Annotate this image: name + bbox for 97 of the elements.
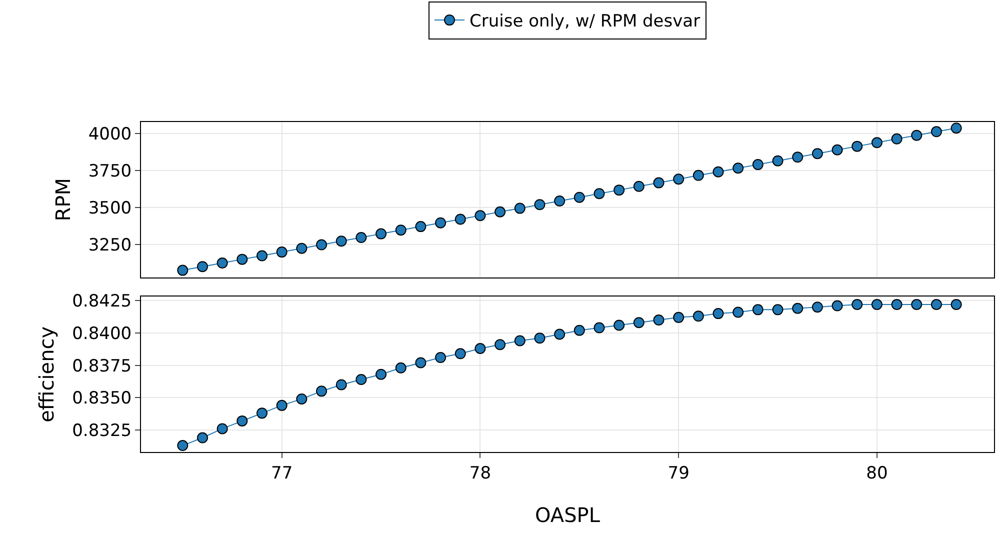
point — [852, 298, 863, 310]
point — [772, 304, 784, 316]
point — [494, 206, 506, 218]
point — [614, 320, 625, 331]
point — [930, 298, 942, 310]
point — [316, 239, 328, 250]
point — [435, 352, 446, 364]
point — [474, 342, 486, 354]
point — [614, 184, 625, 196]
point — [752, 159, 764, 170]
point — [574, 324, 585, 336]
point — [177, 440, 188, 452]
point — [752, 304, 764, 316]
point — [692, 170, 704, 181]
y-tick-label: 0.8325 — [72, 420, 132, 441]
point — [216, 258, 228, 269]
point — [356, 232, 367, 244]
point — [891, 133, 902, 144]
point — [554, 328, 566, 340]
point — [296, 242, 308, 254]
point — [514, 335, 526, 346]
point — [534, 199, 546, 210]
y-tick-label: 0.8375 — [72, 356, 132, 376]
point — [177, 264, 188, 276]
point — [911, 298, 922, 310]
point — [197, 432, 208, 444]
point — [712, 166, 724, 178]
point — [950, 122, 962, 134]
point — [415, 357, 426, 368]
y-axis-title: efficiency — [34, 326, 59, 422]
point — [376, 368, 387, 380]
point — [792, 302, 804, 314]
y-axis-title: RPM — [50, 178, 75, 222]
point — [653, 177, 664, 188]
x-tick-label: 79 — [668, 463, 690, 484]
point — [871, 137, 882, 148]
point — [514, 202, 526, 214]
point — [832, 144, 843, 156]
point — [712, 308, 724, 320]
point — [832, 300, 843, 312]
point — [852, 140, 863, 152]
point — [454, 348, 466, 360]
point — [633, 317, 644, 328]
point — [236, 254, 248, 265]
point — [336, 236, 347, 247]
point — [276, 400, 288, 411]
point — [792, 152, 804, 163]
x-axis-title: OASPL — [535, 502, 601, 527]
point — [950, 298, 962, 310]
point — [316, 386, 328, 397]
y-tick-label: 0.8350 — [72, 388, 132, 409]
point — [732, 306, 744, 318]
point — [673, 312, 684, 323]
point — [812, 302, 823, 313]
point — [891, 298, 902, 310]
point — [435, 217, 446, 228]
y-tick-label: 0.8400 — [72, 324, 132, 344]
point — [594, 188, 605, 200]
point — [594, 322, 605, 334]
point — [574, 192, 585, 203]
point — [256, 408, 268, 419]
y-tick-label: 3250 — [88, 236, 132, 256]
point — [454, 214, 466, 225]
point — [276, 246, 288, 258]
point — [216, 423, 228, 434]
point — [554, 196, 566, 207]
point — [653, 314, 664, 326]
y-tick-label: 0.8425 — [72, 292, 132, 312]
legend-label: Cruise only, w/ RPM desvar — [470, 12, 700, 32]
point — [494, 339, 506, 350]
point — [336, 379, 347, 390]
point — [356, 374, 367, 386]
point — [197, 261, 208, 272]
y-tick-label: 3750 — [88, 161, 132, 182]
y-tick-label: 4000 — [88, 124, 132, 144]
x-tick-label: 77 — [271, 463, 293, 484]
point — [633, 180, 644, 192]
y-tick-label: 3500 — [88, 198, 132, 219]
point — [732, 162, 744, 174]
point — [256, 250, 268, 262]
point — [415, 221, 426, 232]
x-tick-label: 78 — [469, 463, 492, 484]
point — [871, 298, 882, 310]
point — [772, 155, 784, 166]
point — [812, 148, 823, 160]
point — [296, 393, 308, 404]
x-tick-label: 80 — [866, 463, 888, 484]
point — [395, 224, 406, 236]
point — [376, 228, 387, 240]
point — [395, 362, 406, 374]
point — [236, 415, 248, 426]
point — [673, 174, 684, 185]
point — [474, 210, 486, 222]
point — [692, 310, 704, 322]
point — [534, 332, 546, 344]
point — [911, 130, 922, 141]
point — [930, 126, 942, 138]
